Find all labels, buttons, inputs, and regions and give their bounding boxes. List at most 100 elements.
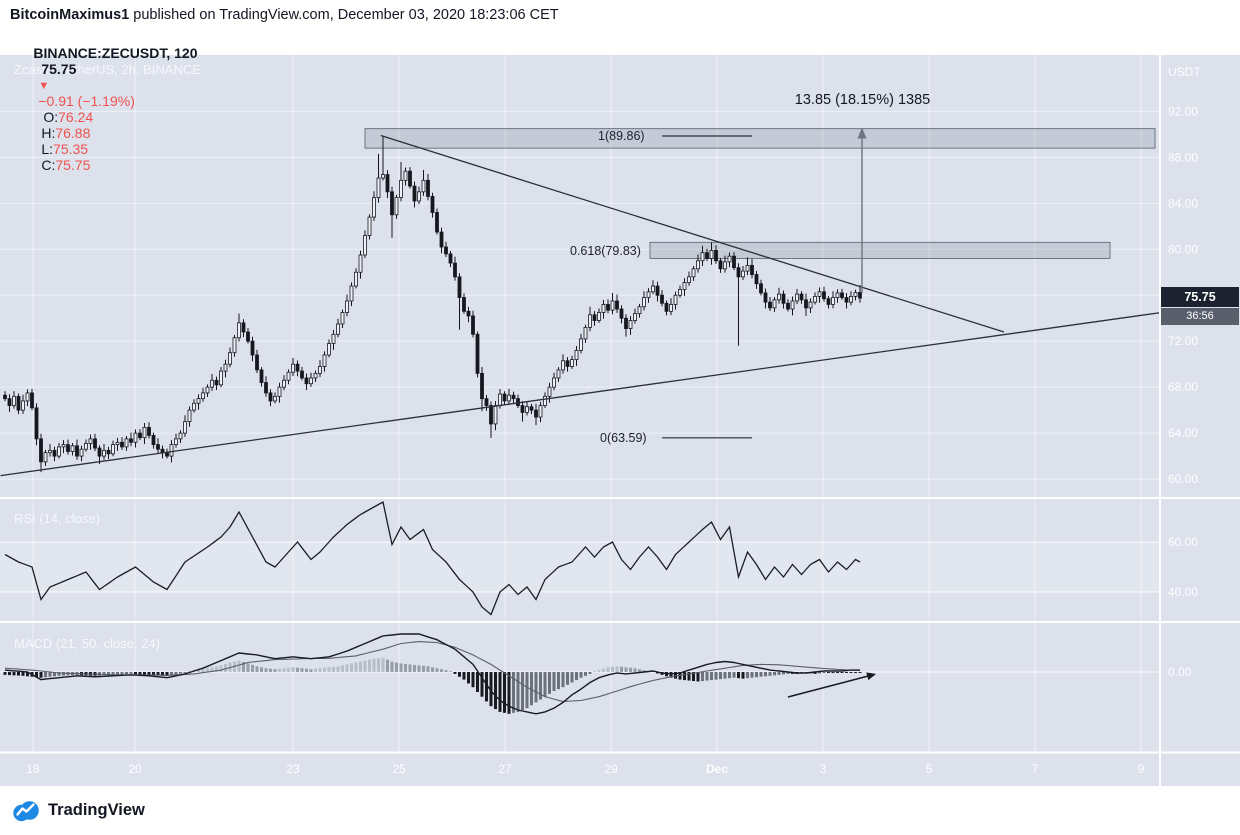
macd-histogram-bar (174, 672, 178, 675)
candle-body (610, 300, 615, 311)
macd-histogram-bar (251, 664, 254, 672)
macd-histogram-bar (458, 672, 461, 677)
candle-body (408, 170, 412, 187)
candle-body (804, 299, 808, 309)
candle-body (331, 333, 336, 344)
macd-histogram-bar (201, 669, 205, 672)
high-label: H: (41, 125, 56, 141)
macd-histogram-bar (278, 668, 281, 672)
candle-body (210, 379, 214, 388)
tradingview-logo-icon[interactable] (12, 797, 39, 824)
macd-histogram-bar (732, 672, 736, 678)
candle-body (304, 377, 309, 385)
rsi-axis-label: 60.00 (1168, 535, 1198, 549)
macd-histogram-bar (408, 664, 412, 672)
candle-body (385, 174, 390, 193)
macd-histogram-bar (782, 672, 785, 675)
chart-background (0, 55, 1240, 786)
candle-body (201, 392, 205, 400)
macd-histogram-bar (584, 672, 587, 676)
macd-histogram-bar (786, 672, 790, 674)
macd-histogram-bar (260, 667, 263, 672)
candle-body (534, 409, 538, 418)
candle-body (444, 246, 448, 255)
macd-histogram-bar (143, 672, 146, 675)
macd-histogram-bar (39, 672, 43, 678)
candle-body (457, 276, 462, 298)
candle-body (426, 179, 430, 197)
candle-body (642, 297, 646, 308)
candle-body (669, 304, 673, 312)
candle-body (687, 276, 691, 284)
candle-body (480, 372, 484, 400)
candle-body (21, 400, 25, 411)
macd-histogram-bar (624, 667, 628, 672)
candle-body (214, 379, 219, 386)
macd-histogram-bar (710, 672, 713, 681)
macd-histogram-bar (525, 672, 529, 709)
macd-histogram-bar (345, 664, 349, 672)
candle-body (844, 297, 849, 303)
macd-histogram-bar (138, 672, 142, 675)
candle-body (232, 337, 237, 354)
candle-body (673, 294, 678, 305)
macd-histogram-bar (156, 672, 160, 676)
candle-body (61, 444, 66, 448)
macd-histogram-bar (489, 672, 493, 707)
macd-histogram-bar (386, 659, 389, 672)
macd-trend-arrow-line (787, 675, 870, 698)
candle-body (417, 191, 421, 202)
candle-body (43, 452, 48, 463)
macd-histogram-bar (368, 659, 371, 672)
candle-body (813, 295, 817, 303)
macd-histogram-bar (399, 663, 403, 672)
macd-histogram-bar (521, 672, 524, 710)
macd-histogram-bar (336, 666, 340, 672)
macd-histogram-bar (543, 672, 547, 697)
candle-body (561, 360, 565, 371)
price-axis-label: 88.00 (1168, 150, 1198, 164)
macd-histogram-bar (309, 669, 313, 672)
candle-body (282, 379, 286, 388)
candle-body (273, 395, 277, 402)
candle-body (435, 212, 439, 233)
candle-body (781, 293, 786, 304)
measure-arrow-head (857, 127, 867, 139)
low-label: L: (41, 141, 54, 157)
candle-body (718, 260, 723, 270)
macd-histogram-bar (741, 672, 745, 679)
candle-body (727, 255, 732, 263)
candle-body (475, 333, 480, 374)
candle-body (606, 304, 610, 311)
change-text: −0.91 (−1.19%) (38, 93, 135, 109)
macd-histogram-bar (831, 672, 835, 673)
macd-histogram-bar (674, 672, 677, 679)
candle-body (777, 293, 781, 301)
macd-histogram-bar (593, 671, 596, 672)
candle-body (736, 267, 741, 278)
macd-histogram-bar (21, 672, 25, 676)
footer-bar: TradingView (0, 786, 1240, 835)
macd-histogram-bar (485, 672, 488, 702)
candle-body (183, 421, 187, 434)
candle-body (151, 435, 156, 446)
time-axis-label: 7 (1032, 762, 1039, 776)
candle-body (57, 446, 61, 457)
candle-body (615, 300, 619, 310)
candle-body (759, 283, 763, 294)
rsi-axis-label: 40.00 (1168, 585, 1198, 599)
tradingview-brand-text[interactable]: TradingView (48, 801, 145, 819)
candle-body (394, 197, 399, 216)
candle-body (732, 255, 736, 269)
candle-body (858, 292, 862, 299)
macd-histogram-bar (606, 667, 610, 672)
macd-histogram-bar (561, 672, 565, 688)
candle-body (187, 409, 192, 423)
macd-histogram-bar (854, 672, 857, 673)
candle-body (318, 366, 322, 374)
macd-histogram-bar (449, 671, 452, 672)
macd-histogram-bar (444, 670, 448, 672)
candle-body (138, 432, 142, 439)
macd-histogram-bar (134, 672, 137, 675)
